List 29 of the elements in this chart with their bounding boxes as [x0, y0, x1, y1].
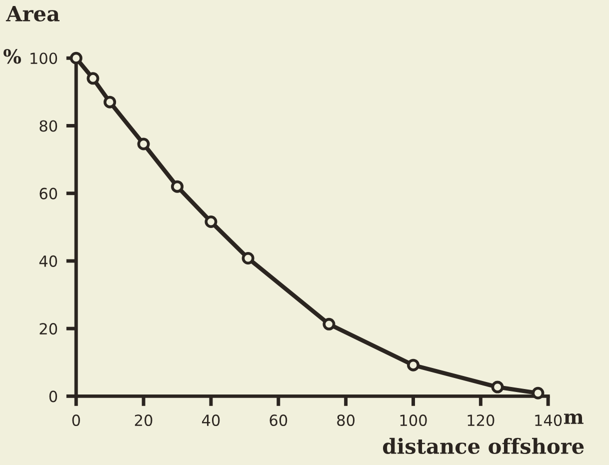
point — [532, 386, 544, 400]
point — [407, 358, 420, 372]
y-axis-title: Area — [6, 6, 60, 22]
point — [204, 215, 218, 228]
y-tick-label: 100 — [30, 52, 58, 64]
point — [137, 138, 150, 150]
y-tick-label: 20 — [40, 323, 58, 335]
x-axis-title: distance offshore — [383, 438, 584, 454]
text: % — [4, 49, 22, 64]
x-tick-label: 20 — [134, 414, 152, 426]
point — [171, 180, 184, 193]
point — [322, 318, 336, 330]
point — [70, 52, 82, 64]
y-tick-label: 40 — [39, 255, 58, 267]
x-tick-label: 40 — [202, 414, 220, 426]
y-tick-label: 80 — [40, 120, 58, 132]
x-tick-label: 140 — [535, 414, 562, 426]
point — [242, 252, 254, 265]
point — [491, 380, 504, 394]
x-tick-label: 80 — [337, 414, 355, 426]
point — [86, 72, 100, 85]
x-tick-label: 120 — [468, 414, 494, 426]
y-tick-label: 60 — [40, 188, 58, 200]
x-tick-label: 0 — [72, 414, 80, 426]
x-tick-label: 60 — [270, 414, 288, 426]
x-tick-label: 100 — [400, 414, 427, 426]
point — [104, 96, 116, 108]
y-tick-label: 0 — [49, 390, 58, 402]
text: m — [564, 413, 584, 424]
